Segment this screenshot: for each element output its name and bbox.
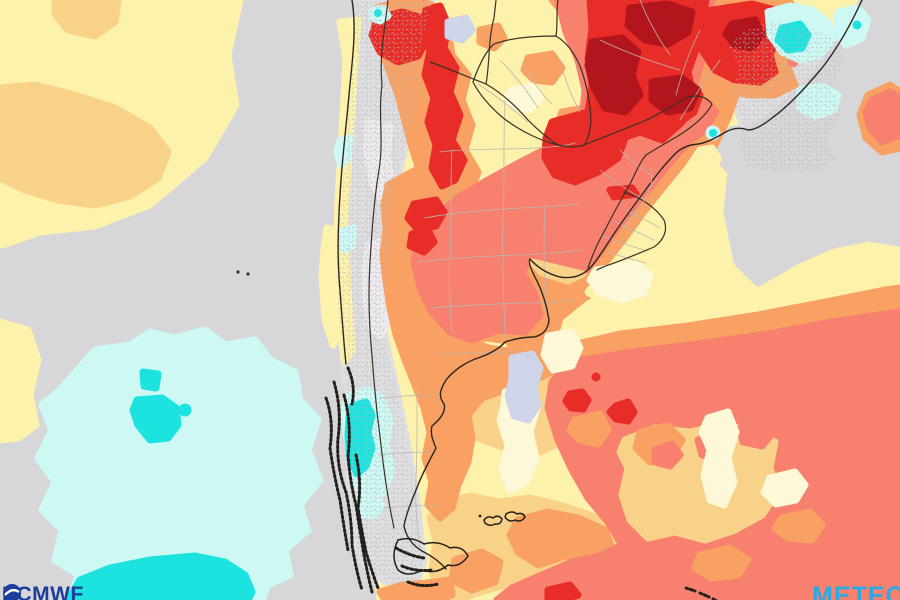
chaco-orange-patch-a bbox=[520, 50, 566, 86]
ocean-red-dot-b bbox=[606, 398, 638, 425]
falkland-west-island bbox=[483, 515, 503, 527]
andes-red-streak bbox=[418, 2, 468, 190]
transition-orange-hole-c bbox=[691, 544, 752, 582]
falkland-islet bbox=[478, 514, 482, 518]
uruguay-red-dash bbox=[606, 184, 640, 201]
ecmwf-logo-text: ECMWF bbox=[2, 583, 84, 600]
coast-bay-cyan-core bbox=[709, 129, 717, 137]
rio-de-la-plata-estuary bbox=[528, 258, 587, 285]
atlantic-coastline bbox=[403, 0, 863, 570]
transition-orange-hole-a bbox=[566, 410, 612, 448]
provincial-borders bbox=[377, 0, 721, 549]
pacific-islet-b bbox=[246, 272, 250, 276]
falkland-east-island bbox=[504, 511, 526, 522]
right-edge-salmon bbox=[862, 88, 900, 146]
andes-texture bbox=[337, 0, 432, 588]
tierra-del-fuego-outline bbox=[393, 537, 469, 575]
cordoba-red-spot-a bbox=[404, 196, 448, 234]
ecmwf-logo: ECMWF bbox=[2, 583, 84, 600]
transition-salmon-spot-a bbox=[651, 440, 684, 470]
pacific-cold-core-b bbox=[129, 394, 182, 444]
marine-lavender-streak bbox=[504, 350, 544, 424]
pacific-sand-corner bbox=[51, 0, 122, 40]
ocean-red-dot-a bbox=[562, 388, 592, 413]
pacific-coastline bbox=[337, 0, 355, 365]
pacific-islet-a bbox=[236, 270, 240, 274]
south-orange-blob-a bbox=[448, 548, 504, 594]
border-bolivia-north bbox=[485, 0, 497, 85]
dark-red-core-a bbox=[624, 0, 696, 48]
cream-plata-mouth bbox=[586, 260, 654, 304]
pacific-sand-blob bbox=[0, 81, 172, 209]
border-paraguay-river-north bbox=[555, 0, 559, 37]
cream-patch-a bbox=[540, 328, 584, 374]
cream-chaco-spot bbox=[502, 82, 544, 114]
relief-texture bbox=[337, 0, 843, 588]
border-argentina-bolivia bbox=[429, 61, 559, 146]
dark-red-core-b bbox=[584, 34, 644, 116]
pacific-cold-bottom-band bbox=[64, 552, 256, 600]
pacific-cold-pale-blob bbox=[34, 326, 324, 600]
pacific-cold-core-c bbox=[178, 403, 192, 417]
border-chile-argentina bbox=[368, 0, 395, 529]
highlands-texture bbox=[729, 20, 843, 173]
national-borders bbox=[368, 0, 713, 529]
transition-salmon-spot-c bbox=[736, 418, 776, 450]
highlands-cyan-dot bbox=[852, 20, 862, 30]
cream-highlights bbox=[444, 14, 809, 509]
pacific-cold-core-a bbox=[139, 368, 162, 392]
border-brazil-uruguay bbox=[596, 191, 667, 271]
ecmwf-logo-icon bbox=[3, 584, 21, 600]
border-parana-misiones bbox=[583, 95, 713, 269]
coastlines bbox=[337, 0, 863, 570]
corrientes-red-lobe bbox=[541, 108, 629, 186]
meteored-logo-text: METEO bbox=[812, 582, 900, 600]
nw-lavender-spot bbox=[444, 14, 476, 44]
fjords-and-islands bbox=[236, 270, 719, 600]
dark-red-core-c bbox=[648, 74, 702, 116]
lagoon-line bbox=[623, 167, 652, 227]
cream-patch-d bbox=[760, 468, 809, 508]
transition-orange-hole-d bbox=[771, 508, 826, 544]
meteored-logo: METEO bbox=[812, 582, 900, 600]
bottom-red-bit bbox=[544, 581, 582, 600]
ocean-red-dot-c bbox=[591, 372, 601, 382]
pacific-yellow-tongue bbox=[0, 318, 42, 444]
cordoba-red-spot-b bbox=[406, 226, 438, 256]
cream-streak-ocean bbox=[698, 408, 740, 509]
